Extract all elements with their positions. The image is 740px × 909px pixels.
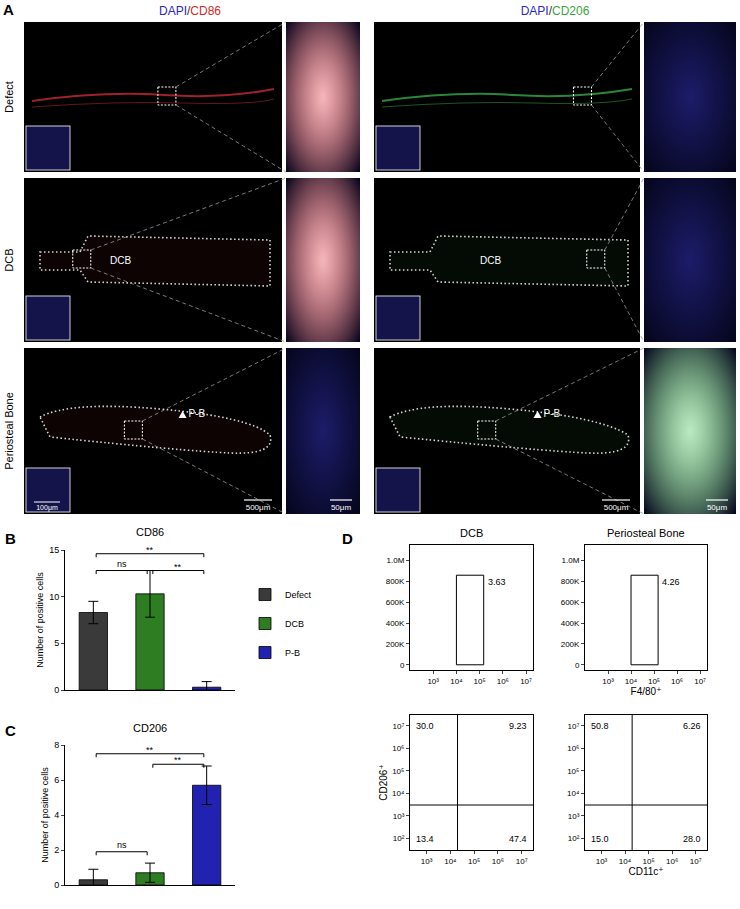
svg-text:10⁶: 10⁶ xyxy=(666,857,678,866)
svg-text:10⁶: 10⁶ xyxy=(567,744,579,753)
svg-text:A: A xyxy=(3,1,14,18)
svg-text:10⁷: 10⁷ xyxy=(568,722,580,731)
svg-text:C: C xyxy=(5,722,16,739)
svg-text:600K: 600K xyxy=(386,598,405,607)
svg-text:ns: ns xyxy=(117,840,127,850)
svg-text:DAPI/CD206: DAPI/CD206 xyxy=(521,4,590,18)
svg-text:10⁵: 10⁵ xyxy=(648,677,660,686)
svg-text:0: 0 xyxy=(54,685,59,695)
svg-text:10³: 10³ xyxy=(596,857,608,866)
svg-text:10²: 10² xyxy=(568,834,580,843)
svg-text:10⁶: 10⁶ xyxy=(497,677,509,686)
svg-text:CD206: CD206 xyxy=(133,722,167,734)
svg-text:30.0: 30.0 xyxy=(416,721,434,731)
svg-text:10⁵: 10⁵ xyxy=(567,767,579,776)
svg-text:0: 0 xyxy=(400,661,405,670)
svg-text:10⁷: 10⁷ xyxy=(694,677,706,686)
svg-text:**: ** xyxy=(174,755,182,765)
svg-text:500μm: 500μm xyxy=(246,503,271,512)
svg-text:50μm: 50μm xyxy=(331,503,352,512)
svg-text:CD86: CD86 xyxy=(136,526,164,538)
svg-text:DCB: DCB xyxy=(460,527,483,539)
svg-text:DAPI/CD86: DAPI/CD86 xyxy=(159,4,221,18)
svg-text:CD206⁺: CD206⁺ xyxy=(378,764,389,800)
svg-text:1.0M: 1.0M xyxy=(562,556,580,565)
svg-text:50μm: 50μm xyxy=(707,503,728,512)
svg-text:Number of positive cells: Number of positive cells xyxy=(40,767,50,863)
svg-text:50.8: 50.8 xyxy=(591,721,609,731)
svg-text:ns: ns xyxy=(117,559,127,569)
svg-text:10⁵: 10⁵ xyxy=(474,677,486,686)
svg-text:10³: 10³ xyxy=(393,812,405,821)
svg-text:13.4: 13.4 xyxy=(416,834,434,844)
svg-text:28.0: 28.0 xyxy=(683,834,701,844)
svg-text:**: ** xyxy=(174,562,182,572)
svg-text:D: D xyxy=(342,530,353,547)
svg-text:10⁴: 10⁴ xyxy=(619,857,632,866)
svg-text:500μm: 500μm xyxy=(604,503,629,512)
svg-text:10³: 10³ xyxy=(602,677,614,686)
svg-text:10³: 10³ xyxy=(421,857,433,866)
svg-text:DCB: DCB xyxy=(3,248,15,271)
svg-text:1.0M: 1.0M xyxy=(387,556,405,565)
svg-text:10⁶: 10⁶ xyxy=(492,857,504,866)
svg-text:800K: 800K xyxy=(386,577,405,586)
svg-text:P-B: P-B xyxy=(285,648,300,658)
svg-text:B: B xyxy=(5,530,16,547)
svg-text:4.26: 4.26 xyxy=(662,577,680,587)
svg-text:CD11c⁺: CD11c⁺ xyxy=(628,866,663,877)
svg-text:P-B: P-B xyxy=(189,408,206,419)
svg-text:Number of positive cells: Number of positive cells xyxy=(35,572,45,668)
svg-text:10⁷: 10⁷ xyxy=(393,722,405,731)
svg-text:Periosteal Bone: Periosteal Bone xyxy=(607,527,685,539)
svg-text:10⁴: 10⁴ xyxy=(625,677,638,686)
svg-text:100μm: 100μm xyxy=(36,504,58,512)
svg-text:200K: 200K xyxy=(561,640,580,649)
svg-text:**: ** xyxy=(146,545,154,555)
svg-text:200K: 200K xyxy=(386,640,405,649)
svg-text:800K: 800K xyxy=(561,577,580,586)
svg-text:15.0: 15.0 xyxy=(591,834,609,844)
svg-text:Periosteal Bone: Periosteal Bone xyxy=(3,392,15,470)
svg-text:4: 4 xyxy=(54,810,59,820)
svg-text:0: 0 xyxy=(575,661,580,670)
svg-text:15: 15 xyxy=(49,545,59,555)
svg-text:3.63: 3.63 xyxy=(488,577,506,587)
svg-text:P-B: P-B xyxy=(544,408,561,419)
svg-text:6.26: 6.26 xyxy=(683,721,701,731)
svg-text:8: 8 xyxy=(54,740,59,750)
svg-text:6: 6 xyxy=(54,775,59,785)
svg-text:10⁵: 10⁵ xyxy=(468,857,480,866)
svg-text:**: ** xyxy=(146,745,154,755)
svg-text:10⁷: 10⁷ xyxy=(690,857,702,866)
svg-text:5: 5 xyxy=(54,638,59,648)
svg-text:10⁶: 10⁶ xyxy=(671,677,683,686)
svg-text:10⁴: 10⁴ xyxy=(444,857,457,866)
svg-text:Defect: Defect xyxy=(3,81,15,113)
svg-text:10⁵: 10⁵ xyxy=(392,767,404,776)
svg-text:400K: 400K xyxy=(561,619,580,628)
svg-text:DCB: DCB xyxy=(480,255,501,266)
svg-text:10⁴: 10⁴ xyxy=(567,789,580,798)
svg-text:400K: 400K xyxy=(386,619,405,628)
svg-text:10⁷: 10⁷ xyxy=(520,677,532,686)
svg-text:DCB: DCB xyxy=(285,619,304,629)
svg-text:0: 0 xyxy=(54,880,59,890)
svg-text:2: 2 xyxy=(54,845,59,855)
svg-text:10⁴: 10⁴ xyxy=(450,677,463,686)
svg-text:10⁴: 10⁴ xyxy=(392,789,405,798)
svg-text:9.23: 9.23 xyxy=(509,721,527,731)
svg-text:10⁷: 10⁷ xyxy=(516,857,528,866)
svg-text:10³: 10³ xyxy=(568,812,580,821)
svg-text:10: 10 xyxy=(49,592,59,602)
svg-text:10⁵: 10⁵ xyxy=(643,857,655,866)
svg-text:10²: 10² xyxy=(393,834,405,843)
svg-text:Defect: Defect xyxy=(285,590,312,600)
svg-text:F4/80⁺: F4/80⁺ xyxy=(631,686,662,697)
svg-text:600K: 600K xyxy=(561,598,580,607)
svg-text:10³: 10³ xyxy=(427,677,439,686)
svg-text:10⁶: 10⁶ xyxy=(392,744,404,753)
svg-text:DCB: DCB xyxy=(110,255,131,266)
svg-text:47.4: 47.4 xyxy=(509,834,527,844)
